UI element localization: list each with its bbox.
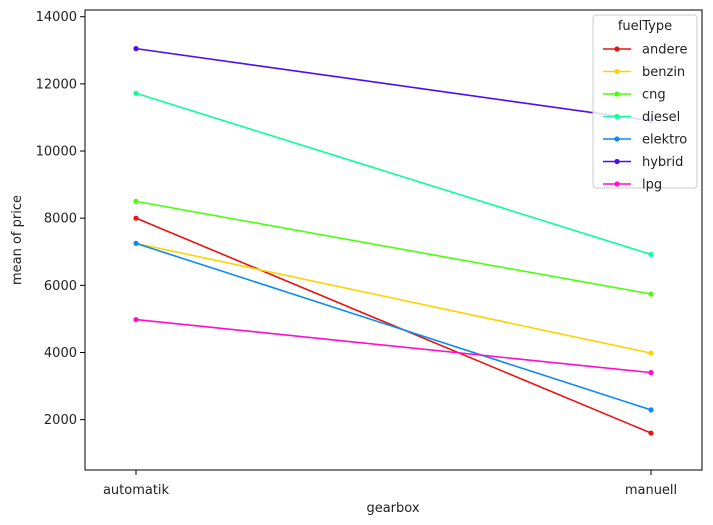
y-tick-label: 8000 [44, 212, 77, 227]
data-point [648, 251, 654, 258]
legend-label: elektro [642, 133, 687, 148]
legend-marker [614, 46, 620, 52]
data-point [648, 407, 654, 413]
series-line [135, 242, 652, 411]
legend-label: cng [642, 88, 666, 103]
series-line [135, 217, 652, 434]
legend-marker [614, 68, 620, 75]
data-point [648, 430, 654, 436]
series-line [135, 318, 652, 374]
y-axis-label: mean of price [10, 195, 25, 285]
y-tick-label: 2000 [44, 413, 77, 428]
legend-item-hybrid: hybrid [603, 155, 683, 170]
data-point [133, 240, 139, 246]
series-benzin [133, 240, 654, 356]
data-point [133, 316, 139, 323]
series-line [135, 200, 652, 295]
x-tick-label: manuell [625, 483, 677, 498]
y-tick-label: 6000 [44, 279, 77, 294]
legend-item-cng: cng [603, 88, 666, 103]
data-point [648, 291, 654, 297]
plot-area [84, 9, 703, 471]
legend-item-elektro: elektro [603, 133, 687, 148]
series-hybrid [133, 46, 654, 124]
legend-item-lpg: lpg [603, 178, 662, 193]
legend-item-andere: andere [603, 43, 688, 58]
legend-title: fuelType [618, 19, 672, 34]
series-line [135, 92, 652, 256]
series-group [133, 46, 654, 436]
series-line [135, 47, 652, 122]
data-point [133, 46, 139, 52]
legend-marker [614, 181, 620, 187]
x-axis-label: gearbox [366, 501, 419, 516]
y-tick-label: 4000 [44, 346, 77, 361]
legend-marker [614, 136, 620, 142]
data-point [133, 90, 139, 96]
data-point [133, 198, 139, 204]
legend-label: hybrid [642, 155, 683, 170]
y-tick-label: 10000 [36, 145, 77, 160]
plot-frame [84, 9, 703, 471]
legend-marker [614, 91, 620, 97]
legend-marker [614, 113, 620, 120]
legend-label: diesel [642, 110, 680, 125]
legend: fuelType andere benzin cng diesel elektro hyb… [592, 14, 698, 193]
y-tick-label: 14000 [36, 10, 77, 25]
legend-item-diesel: diesel [603, 110, 680, 125]
y-axis: 2000 4000 6000 8000 10000 12000 14000 [36, 10, 85, 428]
series-line [135, 242, 652, 354]
data-point [648, 350, 654, 356]
series-diesel [133, 90, 654, 258]
data-point [133, 215, 139, 221]
data-point [648, 370, 654, 376]
legend-label: lpg [642, 178, 662, 193]
series-cng [133, 198, 654, 297]
y-tick-label: 12000 [36, 77, 77, 92]
legend-marker [614, 158, 620, 165]
legend-label: andere [642, 43, 688, 58]
legend-item-benzin: benzin [603, 65, 685, 80]
legend-label: benzin [642, 65, 685, 80]
series-lpg [133, 316, 654, 376]
series-elektro [133, 240, 654, 413]
x-tick-label: automatik [103, 483, 170, 498]
x-axis: automatik manuell [103, 470, 677, 498]
series-andere [133, 215, 654, 436]
legend-frame [592, 14, 698, 189]
